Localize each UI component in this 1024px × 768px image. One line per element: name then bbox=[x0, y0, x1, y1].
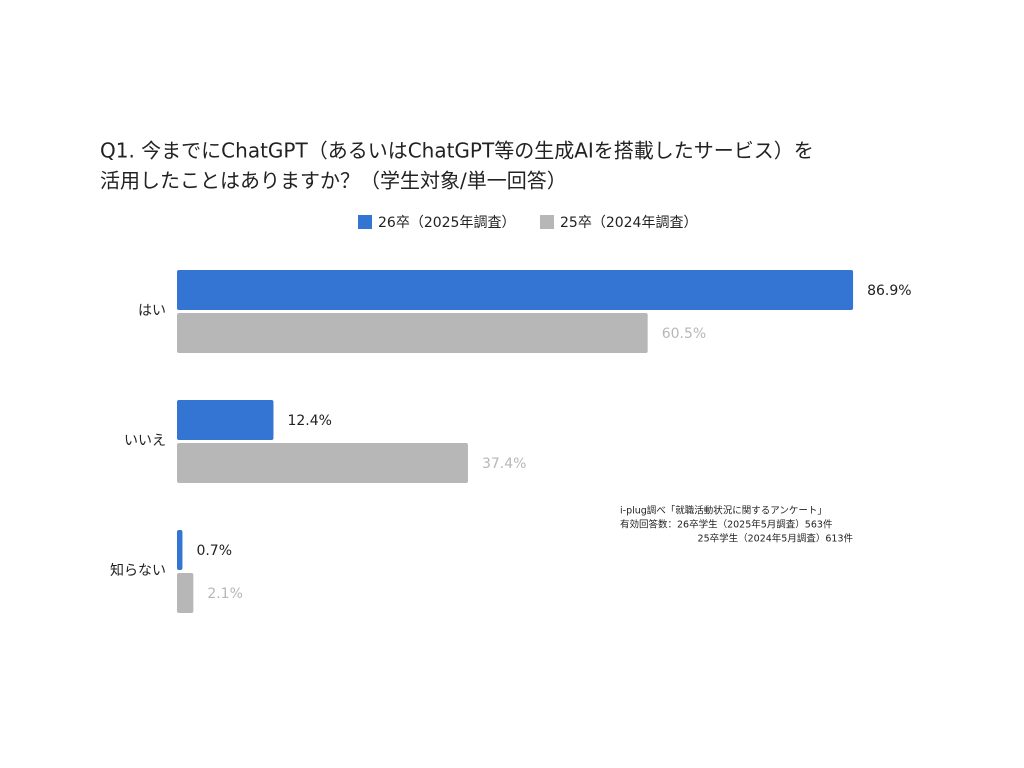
legend-label: 26卒（2025年調査） bbox=[378, 215, 515, 231]
bar bbox=[177, 530, 183, 570]
value-label: 2.1% bbox=[207, 586, 243, 602]
bar bbox=[177, 313, 648, 353]
bar bbox=[177, 573, 194, 613]
value-label: 86.9% bbox=[867, 283, 911, 299]
annotation: 有効回答数：26卒学生（2025年5月調査）563件 bbox=[620, 519, 833, 531]
value-label: 0.7% bbox=[196, 543, 232, 559]
value-label: 12.4% bbox=[287, 413, 331, 429]
chart-title: 活用したことはありますか？（学生対象/単一回答） bbox=[100, 169, 567, 193]
bar bbox=[177, 400, 274, 440]
bar bbox=[177, 270, 854, 310]
annotation: i-plug調べ「就職活動状況に関するアンケート」 bbox=[620, 505, 827, 517]
legend-swatch bbox=[540, 215, 554, 229]
value-label: 37.4% bbox=[482, 456, 526, 472]
legend-swatch bbox=[358, 215, 372, 229]
y-tick-label: いいえ bbox=[124, 433, 166, 449]
legend-label: 25卒（2024年調査） bbox=[560, 215, 697, 231]
annotation: 25卒学生（2024年5月調査）613件 bbox=[698, 533, 854, 545]
bar bbox=[177, 443, 468, 483]
chart-title: Q1. 今までにChatGPT（あるいはChatGPT等の生成AIを搭載したサー… bbox=[100, 139, 814, 163]
y-tick-label: はい bbox=[138, 303, 166, 319]
y-tick-label: 知らない bbox=[110, 562, 166, 579]
value-label: 60.5% bbox=[662, 326, 706, 342]
